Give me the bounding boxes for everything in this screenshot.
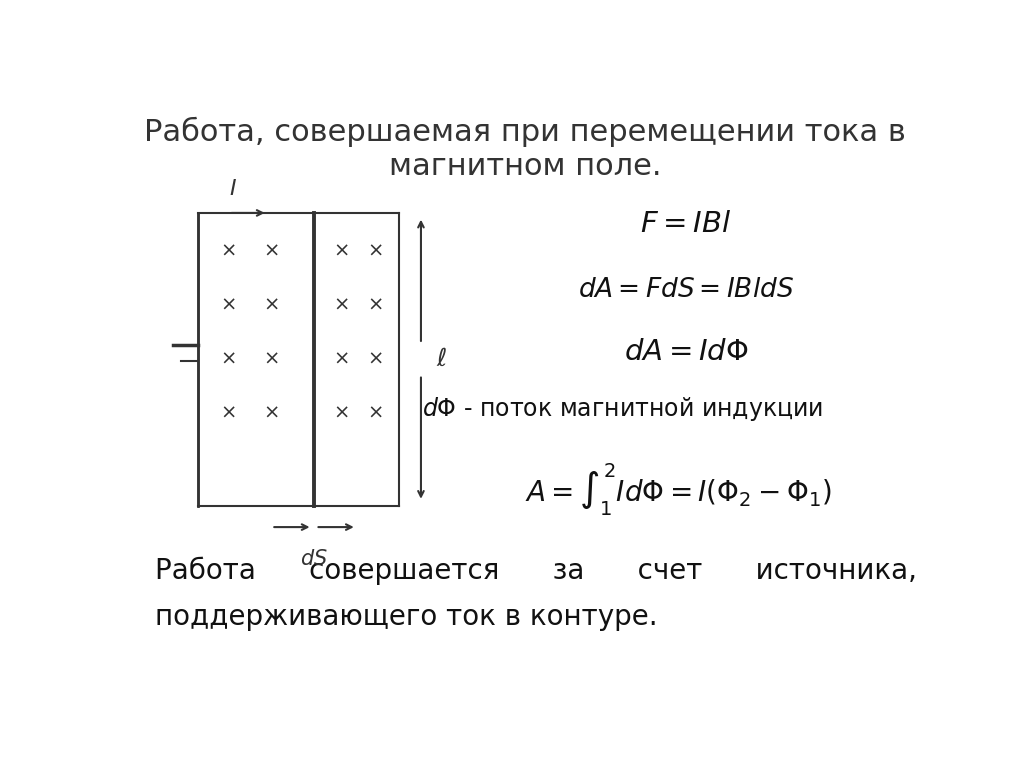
Text: ×: × bbox=[220, 296, 237, 314]
Text: ×: × bbox=[263, 242, 280, 261]
Text: $dA = Id\Phi$: $dA = Id\Phi$ bbox=[624, 337, 749, 366]
Text: Работа      совершается      за      счет      источника,: Работа совершается за счет источника, bbox=[155, 557, 918, 585]
Text: ×: × bbox=[220, 350, 237, 369]
Text: поддерживающего ток в контуре.: поддерживающего ток в контуре. bbox=[155, 603, 657, 631]
Text: ×: × bbox=[263, 296, 280, 314]
Text: $F = IBl$: $F = IBl$ bbox=[640, 210, 731, 239]
Text: $dA = FdS = IBldS$: $dA = FdS = IBldS$ bbox=[578, 277, 794, 303]
Text: ×: × bbox=[368, 296, 384, 314]
Text: ×: × bbox=[368, 242, 384, 261]
Text: ×: × bbox=[368, 403, 384, 423]
Text: ×: × bbox=[333, 296, 349, 314]
Text: $\ell$: $\ell$ bbox=[436, 347, 447, 371]
Text: ×: × bbox=[333, 350, 349, 369]
Text: I: I bbox=[229, 179, 236, 199]
Text: $d\Phi$ - поток магнитной индукции: $d\Phi$ - поток магнитной индукции bbox=[423, 395, 823, 423]
Text: Работа, совершаемая при перемещении тока в
магнитном поле.: Работа, совершаемая при перемещении тока… bbox=[143, 117, 906, 180]
Text: ×: × bbox=[333, 403, 349, 423]
Text: ×: × bbox=[368, 350, 384, 369]
Text: ×: × bbox=[220, 403, 237, 423]
Text: ×: × bbox=[263, 350, 280, 369]
Text: ×: × bbox=[263, 403, 280, 423]
Text: $dS$: $dS$ bbox=[300, 548, 328, 568]
Text: ×: × bbox=[333, 242, 349, 261]
Text: $A = \int_1^2 Id\Phi = I(\Phi_2 - \Phi_1)$: $A = \int_1^2 Id\Phi = I(\Phi_2 - \Phi_1… bbox=[525, 462, 831, 518]
Text: ×: × bbox=[220, 242, 237, 261]
